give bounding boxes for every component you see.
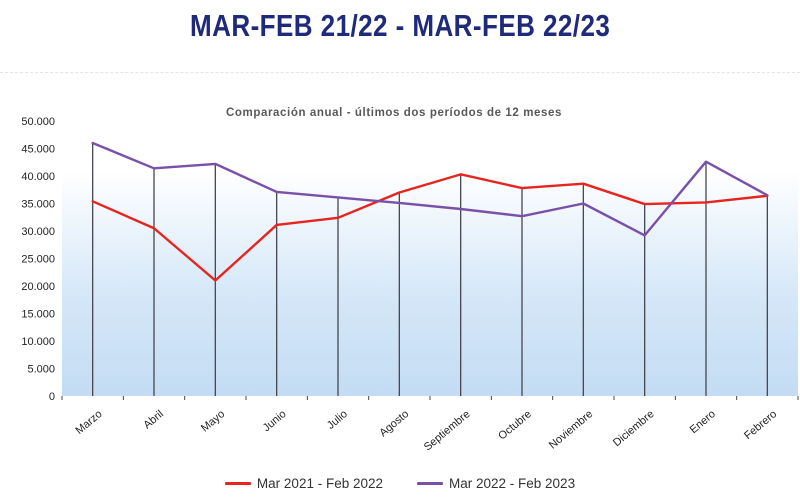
page-title: MAR-FEB 21/22 - MAR-FEB 22/23 xyxy=(0,8,800,44)
x-axis-ticks xyxy=(61,396,799,400)
red-series-swatch xyxy=(224,482,251,485)
comparison-line-chart: Comparación anual - últimos dos períodos… xyxy=(21,107,799,453)
svg-text:Septiembre: Septiembre xyxy=(422,408,473,453)
svg-text:Octubre: Octubre xyxy=(496,408,534,442)
svg-text:Agosto: Agosto xyxy=(377,408,411,439)
svg-text:10.000: 10.000 xyxy=(21,336,55,348)
svg-text:Junio: Junio xyxy=(261,408,289,434)
category-drop-lines xyxy=(92,143,768,396)
chart-card: Comparación anual - últimos dos períodos… xyxy=(0,72,800,501)
svg-text:35.000: 35.000 xyxy=(21,199,55,211)
svg-text:Enero: Enero xyxy=(688,408,718,436)
svg-text:15.000: 15.000 xyxy=(21,309,55,321)
svg-text:20.000: 20.000 xyxy=(21,281,55,293)
svg-text:Julio: Julio xyxy=(325,408,350,432)
svg-text:Mayo: Mayo xyxy=(199,408,227,434)
svg-text:0: 0 xyxy=(49,391,55,403)
x-axis-labels: Marzo Abril Mayo Junio Julio Agosto Septiembre… xyxy=(73,408,779,453)
svg-text:Abril: Abril xyxy=(141,408,166,431)
svg-text:40.000: 40.000 xyxy=(21,171,55,183)
chart-subtitle: Comparación anual - últimos dos períodos… xyxy=(226,107,562,119)
svg-text:5.000: 5.000 xyxy=(27,364,55,376)
legend-label-period-2: Mar 2022 - Feb 2023 xyxy=(449,476,576,491)
purple-series-swatch xyxy=(417,482,443,485)
svg-text:50.000: 50.000 xyxy=(21,116,55,128)
plot-area-background xyxy=(62,121,798,396)
svg-text:45.000: 45.000 xyxy=(21,144,55,156)
series-line-mar21-feb22 xyxy=(91,173,769,282)
legend-item-period-1: Mar 2021 - Feb 2022 xyxy=(224,476,383,491)
series-line-mar22-feb23 xyxy=(91,141,769,237)
svg-text:25.000: 25.000 xyxy=(21,254,55,266)
legend-item-period-2: Mar 2022 - Feb 2023 xyxy=(417,476,575,491)
chart-legend: Mar 2021 - Feb 2022 Mar 2022 - Feb 2023 xyxy=(0,476,800,491)
svg-text:Febrero: Febrero xyxy=(742,408,779,442)
y-axis-labels: 0 5.000 10.000 15.000 20.000 25.000 30.000 35.0… xyxy=(21,116,55,403)
svg-text:Noviembre: Noviembre xyxy=(547,408,595,451)
svg-text:Marzo: Marzo xyxy=(73,408,104,437)
legend-label-period-1: Mar 2021 - Feb 2022 xyxy=(256,476,383,491)
svg-text:30.000: 30.000 xyxy=(21,226,55,238)
svg-text:Diciembre: Diciembre xyxy=(611,408,657,449)
page-title-text: MAR-FEB 21/22 - MAR-FEB 22/23 xyxy=(189,8,611,43)
